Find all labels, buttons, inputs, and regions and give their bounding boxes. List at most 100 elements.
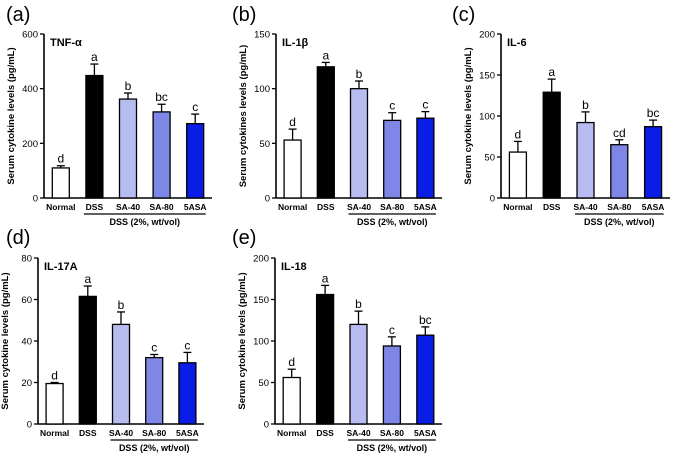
y-tick-label: 0 [264, 420, 269, 431]
significance-letter: d [51, 369, 58, 383]
category-label: 5ASA [176, 428, 199, 438]
y-axis-label: Serum cytokine levels (pg/mL) [6, 47, 17, 184]
significance-letter: d [289, 115, 296, 129]
significance-letter: c [422, 98, 428, 112]
significance-letter: a [548, 65, 555, 79]
category-label: SA-40 [347, 202, 371, 212]
bar-sa-80 [610, 144, 629, 199]
category-label: SA-80 [380, 428, 404, 438]
y-tick-label: 20 [21, 378, 32, 389]
category-label: Normal [278, 202, 307, 212]
category-label: DSS [317, 202, 335, 212]
bar-5asa [643, 126, 663, 199]
panel-label: (a) [6, 4, 30, 26]
bar-sa-80 [382, 345, 402, 425]
group-label: DSS (2%, wt/vol) [584, 217, 655, 227]
bar-sa-40 [349, 88, 369, 199]
y-axis-label: Serum cytokine levels (pg/mL) [0, 272, 11, 409]
y-tick-label: 200 [479, 30, 495, 41]
significance-letter: b [118, 298, 125, 312]
bar-sa-80 [383, 119, 402, 199]
category-label: DSS [86, 202, 104, 212]
significance-letter: b [125, 79, 132, 93]
category-label: Normal [46, 202, 75, 212]
significance-letter: a [84, 272, 91, 286]
group-label: DSS (2%, wt/vol) [119, 443, 190, 453]
bar-normal [283, 139, 302, 199]
group-label: DSS (2%, wt/vol) [357, 443, 428, 453]
significance-letter: bc [155, 90, 168, 104]
significance-letter: a [91, 50, 98, 64]
y-tick-label: 80 [21, 254, 32, 265]
category-label: SA-40 [346, 428, 370, 438]
bar-dss [85, 74, 104, 199]
y-tick-label: 200 [22, 139, 38, 150]
significance-letter: c [192, 100, 198, 114]
significance-letter: c [184, 338, 190, 352]
category-label: SA-80 [607, 202, 631, 212]
y-tick-label: 600 [22, 30, 38, 41]
bar-dss [315, 293, 335, 425]
significance-letter: a [322, 48, 329, 62]
y-axis-label: Serum cytokine levels (pg/mL) [237, 272, 248, 409]
bar-dss [542, 91, 561, 199]
bar-sa-80 [145, 356, 164, 425]
y-tick-label: 150 [254, 30, 270, 41]
group-label: DSS (2%, wt/vol) [357, 217, 428, 227]
chart-panel-4: (e) 0 50 100 150 200 IL-18 Serum cytokine level… [232, 227, 442, 453]
significance-letter: b [582, 98, 589, 112]
category-label: SA-40 [573, 202, 597, 212]
category-label: Normal [503, 202, 532, 212]
significance-letter: bc [419, 313, 432, 327]
panel-label: (c) [452, 4, 475, 26]
category-label: 5ASA [642, 202, 665, 212]
bar-sa-80 [152, 111, 171, 199]
y-tick-label: 100 [253, 337, 269, 348]
y-tick-label: 100 [254, 84, 270, 95]
significance-letter: b [355, 297, 362, 311]
panel-label: (d) [6, 227, 30, 249]
significance-letter: d [515, 127, 522, 141]
significance-letter: c [389, 99, 395, 113]
y-tick-label: 150 [253, 295, 269, 306]
y-tick-label: 200 [253, 254, 269, 265]
y-axis-label: Serum cytokines levels (pg/mL) [238, 45, 249, 188]
category-label: Normal [40, 428, 69, 438]
panel-label: (b) [232, 4, 256, 26]
bar-dss [78, 295, 97, 425]
y-tick-label: 50 [258, 378, 269, 389]
y-tick-label: 50 [259, 139, 270, 150]
chart-panel-1: (b) 0 50 100 150 IL-1β Serum cytokines levels … [232, 4, 442, 227]
panel-label: (e) [232, 227, 256, 249]
category-label: SA-40 [116, 202, 140, 212]
bar-sa-40 [349, 323, 368, 425]
chart-panel-3: (d) 0 20 40 60 80 IL-17A Serum cytokine levels … [0, 227, 204, 453]
bar-normal [282, 376, 301, 425]
bar-sa-40 [576, 121, 595, 199]
significance-letter: b [356, 67, 363, 81]
category-label: Normal [277, 428, 306, 438]
y-tick-label: 40 [21, 337, 32, 348]
y-tick-label: 150 [479, 71, 495, 82]
y-tick-label: 0 [33, 194, 38, 205]
group-label: DSS (2%, wt/vol) [110, 217, 181, 227]
category-label: SA-40 [109, 428, 133, 438]
y-tick-label: 100 [479, 112, 495, 123]
y-axis-label: Serum cytokine levels (pg/mL) [463, 47, 474, 184]
category-label: DSS [543, 202, 561, 212]
category-label: 5ASA [414, 428, 437, 438]
chart-title: IL-1β [282, 37, 309, 49]
y-tick-label: 0 [27, 420, 32, 431]
chart-title: TNF-α [50, 37, 82, 49]
y-tick-label: 60 [21, 295, 32, 306]
bar-5asa [178, 362, 197, 425]
significance-letter: d [288, 355, 295, 369]
category-label: SA-80 [380, 202, 404, 212]
category-label: SA-80 [142, 428, 166, 438]
category-label: DSS [316, 428, 334, 438]
chart-title: IL-17A [44, 261, 78, 273]
y-tick-label: 400 [22, 84, 38, 95]
y-tick-label: 0 [490, 194, 495, 205]
y-tick-label: 0 [265, 194, 270, 205]
